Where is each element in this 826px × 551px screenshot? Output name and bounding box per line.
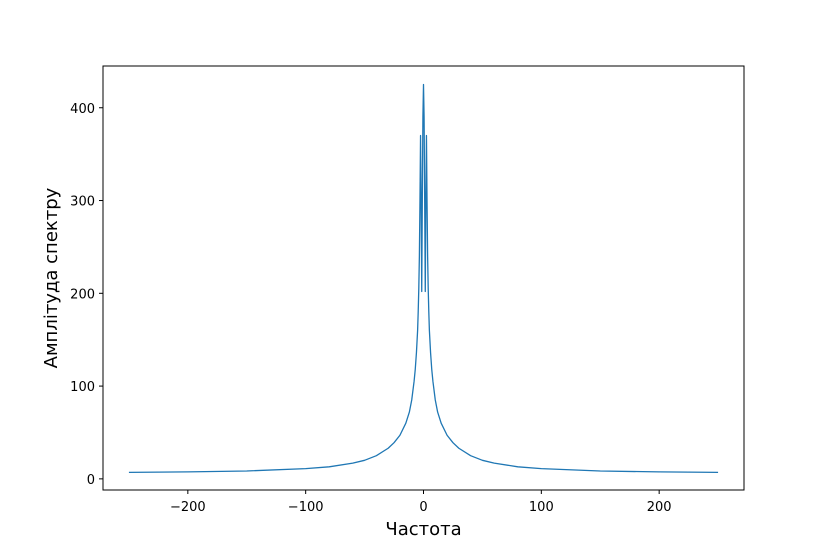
x-tick-label: −200 bbox=[170, 500, 206, 515]
x-tick-label: 0 bbox=[419, 500, 427, 515]
y-tick-label: 100 bbox=[70, 380, 95, 395]
series-layer bbox=[128, 83, 719, 474]
y-tick-label: 300 bbox=[70, 195, 95, 210]
y-axis-label: Амплітуда спектру bbox=[41, 187, 62, 368]
x-tick-label: 100 bbox=[529, 500, 554, 515]
x-tick-label: 200 bbox=[647, 500, 672, 515]
x-tick-label: −100 bbox=[288, 500, 324, 515]
y-tick-label: 0 bbox=[87, 473, 95, 488]
y-axis-ticks: 0 100 200 300 400 bbox=[70, 102, 103, 488]
y-tick-label: 200 bbox=[70, 287, 95, 302]
plot-area-frame bbox=[102, 65, 745, 491]
x-axis-label: Частота bbox=[385, 519, 461, 540]
series-line-0 bbox=[128, 83, 719, 474]
y-tick-label: 400 bbox=[70, 102, 95, 117]
x-axis-ticks: −200 −100 0 100 200 bbox=[170, 490, 672, 515]
